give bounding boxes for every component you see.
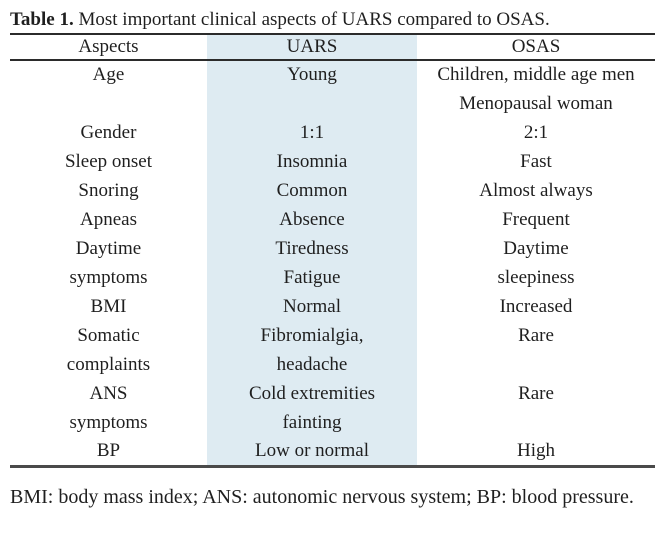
table-row: symptoms Fatigue sleepiness — [10, 263, 655, 292]
cell-osas: Frequent — [502, 208, 570, 230]
cell-aspect: complaints — [66, 353, 151, 375]
cell-osas: Increased — [499, 295, 573, 317]
table-row: Somatic Fibromialgia, Rare — [10, 321, 655, 350]
cell-aspect: BP — [96, 439, 121, 461]
table-row: Age Young Children, middle age men — [10, 60, 655, 89]
cell-aspect: Apneas — [80, 208, 137, 230]
cell-osas — [417, 408, 655, 437]
table-row: complaints headache — [10, 350, 655, 379]
table-row: Sleep onset Insomnia Fast — [10, 147, 655, 176]
table-row: Daytime Tiredness Daytime — [10, 234, 655, 263]
cell-aspect: Gender — [80, 121, 137, 143]
cell-osas: Fast — [520, 150, 552, 172]
cell-osas: Daytime — [503, 237, 569, 259]
cell-osas: sleepiness — [497, 266, 575, 288]
cell-aspect: Somatic — [77, 324, 140, 346]
cell-osas: Rare — [518, 382, 554, 404]
table-title-text: Most important clinical aspects of UARS … — [78, 9, 550, 30]
cell-aspect: Sleep onset — [64, 150, 153, 172]
table-row: BP Low or normal High — [10, 437, 655, 466]
cell-uars — [207, 89, 417, 118]
cell-aspect: ANS — [89, 382, 128, 404]
column-header-uars: UARS — [207, 34, 417, 61]
table-title: Table 1. Most important clinical aspects… — [0, 0, 666, 33]
cell-osas: High — [517, 439, 555, 461]
cell-aspect: Snoring — [78, 179, 139, 201]
cell-aspect: Age — [92, 64, 125, 85]
cell-uars: Low or normal — [207, 437, 417, 466]
cell-uars: 1:1 — [207, 118, 417, 147]
cell-aspect: symptoms — [69, 411, 148, 433]
table-row: Snoring Common Almost always — [10, 176, 655, 205]
table-row: ANS Cold extremities Rare — [10, 379, 655, 408]
table-row: BMI Normal Increased — [10, 292, 655, 321]
table-row: Gender 1:1 2:1 — [10, 118, 655, 147]
cell-uars: Tiredness — [207, 234, 417, 263]
table-body: Age Young Children, middle age men Menopaus… — [10, 60, 655, 466]
cell-uars: Cold extremities — [207, 379, 417, 408]
cell-uars: headache — [207, 350, 417, 379]
cell-aspect — [10, 89, 207, 118]
cell-osas: 2:1 — [523, 121, 549, 143]
table-row: Apneas Absence Frequent — [10, 205, 655, 234]
cell-uars: Common — [207, 176, 417, 205]
cell-osas — [417, 350, 655, 379]
cell-uars: Fatigue — [207, 263, 417, 292]
column-header-osas: OSAS — [417, 34, 655, 61]
table-title-label: Table 1. — [10, 9, 74, 30]
cell-uars: Absence — [207, 205, 417, 234]
cell-osas: Menopausal woman — [459, 92, 613, 114]
cell-aspect: BMI — [90, 295, 127, 317]
cell-uars: Fibromialgia, — [207, 321, 417, 350]
cell-uars: fainting — [207, 408, 417, 437]
cell-aspect: symptoms — [69, 266, 148, 288]
cell-uars: Normal — [207, 292, 417, 321]
table-footnote: BMI: body mass index; ANS: autonomic ner… — [10, 485, 634, 508]
cell-osas: Rare — [518, 324, 554, 346]
clinical-comparison-table: Aspects UARS OSAS Age Young Children, midd… — [10, 33, 655, 468]
table-row: Menopausal woman — [10, 89, 655, 118]
table-row: symptoms fainting — [10, 408, 655, 437]
column-header-aspects: Aspects — [10, 34, 207, 61]
cell-osas: Children, middle age men — [437, 64, 635, 85]
cell-osas: Almost always — [479, 179, 593, 201]
cell-uars: Young — [207, 60, 417, 89]
cell-uars: Insomnia — [207, 147, 417, 176]
table-header: Aspects UARS OSAS — [10, 34, 655, 61]
cell-aspect: Daytime — [75, 237, 142, 259]
header-row: Aspects UARS OSAS — [10, 34, 655, 61]
